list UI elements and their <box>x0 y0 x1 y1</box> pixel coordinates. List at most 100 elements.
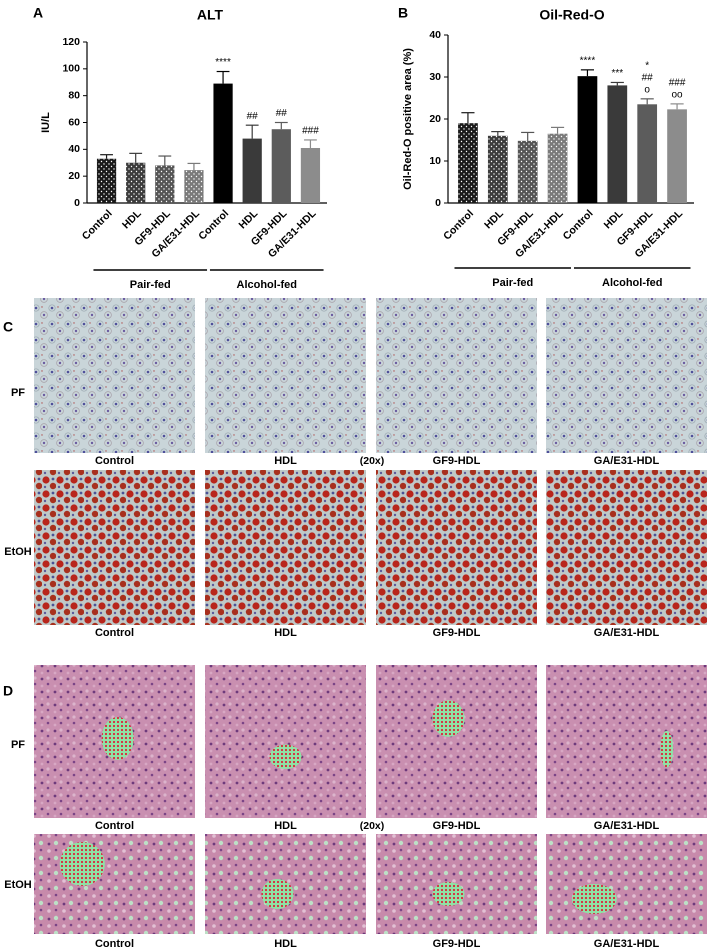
bar-texture <box>517 140 538 203</box>
micrograph-caption: GA/E31-HDL <box>594 627 660 639</box>
bar <box>300 147 321 203</box>
x-tick-label: Control <box>80 208 115 243</box>
row-label: PF <box>11 739 25 751</box>
bar <box>242 138 262 203</box>
y-tick-label: 60 <box>68 116 80 128</box>
micrograph-caption: GF9-HDL <box>433 820 481 832</box>
micrograph-vessel <box>660 730 674 768</box>
bar-texture <box>487 135 508 203</box>
micrograph-vessel <box>432 882 465 906</box>
micrograph <box>34 298 195 453</box>
panel-letter: B <box>398 5 408 21</box>
micrograph-caption: Control <box>95 820 134 832</box>
micrograph-caption: Control <box>95 455 134 467</box>
significance-mark: * <box>645 60 649 71</box>
significance-mark: *** <box>611 68 623 79</box>
micrograph-vessel <box>269 744 302 770</box>
magnification: (20x) <box>360 455 385 467</box>
x-tick-label: HDL <box>602 207 626 231</box>
micrograph-caption: HDL <box>274 455 297 467</box>
magnification: (20x) <box>360 820 385 832</box>
chart-title: Oil-Red-O <box>539 7 604 23</box>
micrograph <box>546 665 707 818</box>
significance-mark: **** <box>215 57 231 68</box>
micrograph-vessel <box>59 842 105 886</box>
group-label: Pair-fed <box>492 277 533 289</box>
y-tick-label: 40 <box>429 29 441 41</box>
panel-letter: D <box>3 683 13 699</box>
bar <box>667 109 687 203</box>
micrograph-caption: GF9-HDL <box>433 455 481 467</box>
micrograph <box>546 298 707 453</box>
micrograph-caption: GF9-HDL <box>433 627 481 639</box>
micrograph <box>205 665 366 818</box>
micrograph <box>34 470 195 625</box>
micrograph-vessel <box>101 717 134 760</box>
micrograph-caption: GA/E31-HDL <box>594 820 660 832</box>
x-tick-label: HDL <box>120 207 144 231</box>
row-label: EtOH <box>4 879 32 891</box>
y-tick-label: 120 <box>62 36 80 48</box>
bar-texture <box>184 170 204 203</box>
micrograph-caption: HDL <box>274 627 297 639</box>
micrograph <box>376 470 537 625</box>
significance-mark: o <box>644 84 650 95</box>
panel-letter: C <box>3 319 13 335</box>
row-label: EtOH <box>4 546 32 558</box>
bar <box>637 104 658 203</box>
bar-texture <box>96 158 117 203</box>
micrograph <box>34 834 195 934</box>
x-tick-label: Control <box>441 208 476 243</box>
x-tick-label: HDL <box>237 207 261 231</box>
significance-mark: oo <box>672 90 684 101</box>
y-tick-label: 20 <box>68 170 80 182</box>
panel-letter: A <box>33 5 43 21</box>
significance-mark: ## <box>247 111 259 122</box>
bar <box>271 129 291 203</box>
bar <box>577 76 598 203</box>
x-tick-label: Control <box>196 208 231 243</box>
micrograph-vessel <box>261 879 294 909</box>
y-axis-label: Oil-Red-O positive area (%) <box>402 48 414 190</box>
y-tick-label: 20 <box>429 113 441 125</box>
group-label: Alcohol-fed <box>602 277 663 289</box>
micrograph-caption: Control <box>95 627 134 639</box>
y-tick-label: 30 <box>429 71 441 83</box>
bar <box>607 85 628 203</box>
micrograph-caption: HDL <box>274 938 297 950</box>
micrograph <box>205 298 366 453</box>
y-axis-label: IU/L <box>40 112 52 133</box>
bar-texture <box>458 123 478 203</box>
micrograph-caption: GF9-HDL <box>433 938 481 950</box>
significance-mark: ## <box>276 108 288 119</box>
y-tick-label: 80 <box>68 89 80 101</box>
micrograph-caption: GA/E31-HDL <box>594 938 660 950</box>
micrograph <box>546 470 707 625</box>
significance-mark: **** <box>580 56 596 67</box>
significance-mark: ### <box>669 78 686 89</box>
x-tick-label: Control <box>561 208 596 243</box>
significance-mark: ## <box>642 72 654 83</box>
group-label: Pair-fed <box>130 279 171 291</box>
x-tick-label: HDL <box>482 207 506 231</box>
y-tick-label: 0 <box>435 197 441 209</box>
micrograph <box>546 834 707 934</box>
y-tick-label: 10 <box>429 155 441 167</box>
micrograph-caption: HDL <box>274 820 297 832</box>
bar-texture <box>126 162 146 203</box>
micrograph <box>376 298 537 453</box>
y-tick-label: 0 <box>74 197 80 209</box>
bar-texture <box>547 133 568 203</box>
significance-mark: ### <box>302 126 319 137</box>
micrograph-caption: Control <box>95 938 134 950</box>
micrograph-vessel <box>432 700 465 737</box>
micrograph <box>205 470 366 625</box>
bar-texture <box>155 165 175 203</box>
group-label: Alcohol-fed <box>237 279 298 291</box>
y-tick-label: 40 <box>68 143 80 155</box>
row-label: PF <box>11 387 25 399</box>
micrograph-caption: GA/E31-HDL <box>594 455 660 467</box>
micrograph <box>376 665 537 818</box>
